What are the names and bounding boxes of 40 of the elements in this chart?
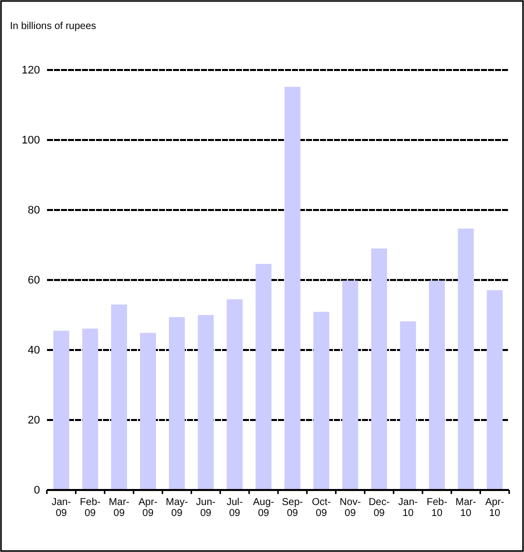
x-tick-label: Aug-09 [252, 497, 274, 519]
x-tick-label: Mar-10 [456, 497, 476, 519]
x-tick-label: Apr-10 [485, 497, 504, 519]
x-tick-label: Oct-09 [312, 497, 331, 519]
x-tick-label: Jan-09 [52, 497, 72, 519]
x-tick-label: Jan-10 [398, 497, 418, 519]
x-tick-label: Feb-09 [80, 497, 100, 519]
x-tick-label: Nov-09 [340, 497, 361, 519]
bar [140, 332, 156, 490]
bar [111, 304, 128, 490]
x-tick-label: Sep-09 [282, 497, 304, 519]
bar [428, 280, 445, 490]
x-tick-label: Mar-09 [108, 497, 130, 519]
y-tick-label: 80 [28, 204, 40, 217]
bar [313, 312, 330, 490]
y-tick-label: 20 [28, 414, 40, 427]
bar [371, 248, 388, 490]
bar [400, 321, 416, 490]
bar [198, 315, 214, 490]
y-tick-label: 60 [28, 274, 40, 287]
x-tick-label: Jul-09 [226, 497, 243, 519]
x-tick-label: Dec-09 [368, 497, 390, 519]
bar [168, 317, 185, 490]
y-tick-label: 100 [22, 134, 40, 147]
y-tick-label: 120 [22, 64, 40, 77]
bar [284, 86, 300, 490]
bar [256, 264, 272, 490]
y-tick-label: 40 [28, 344, 40, 357]
bar [486, 290, 503, 490]
x-tick-label: May-09 [166, 497, 188, 519]
bar [82, 328, 98, 490]
bar [458, 228, 474, 490]
bar [342, 280, 358, 490]
x-tick-label: Jun-09 [196, 497, 216, 519]
y-tick-label: 0 [34, 484, 40, 497]
x-tick-label: Apr-09 [138, 497, 158, 519]
bar [53, 330, 70, 490]
bar [226, 299, 243, 490]
x-tick-label: Feb-10 [426, 497, 448, 519]
chart-title: In billions of rupees [10, 21, 96, 32]
